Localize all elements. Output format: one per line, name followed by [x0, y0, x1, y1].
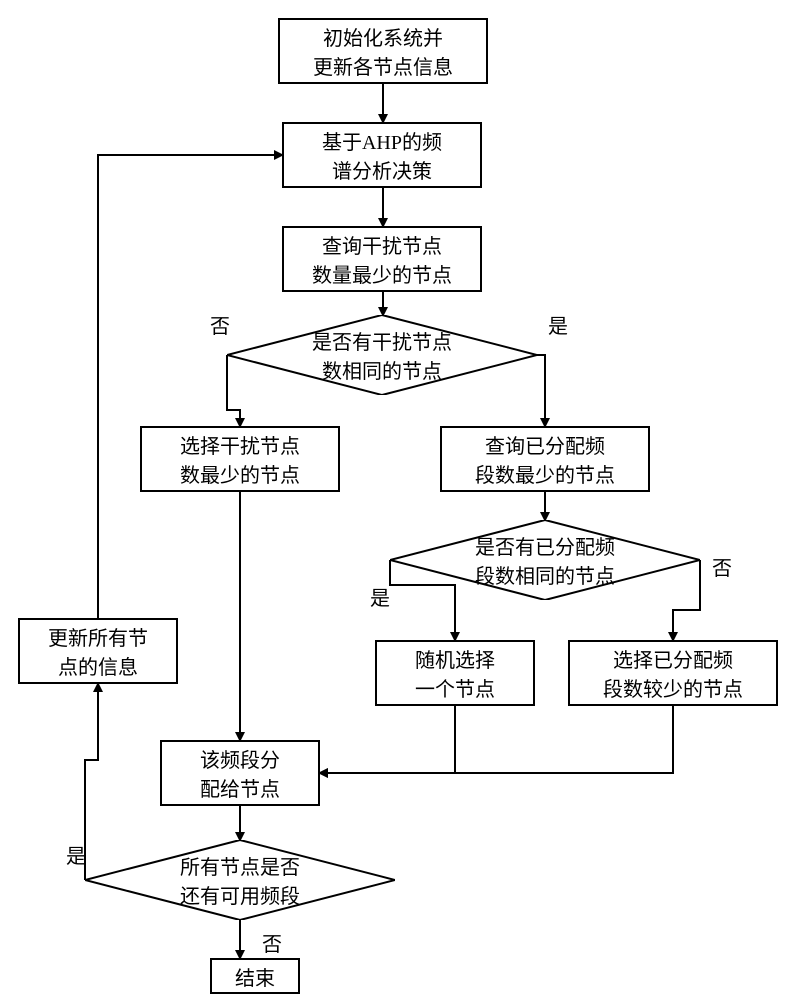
edge-label-text: 否: [712, 558, 732, 580]
edge-label-l_d2_yes: 是: [370, 582, 390, 611]
flow-node-n6: 随机选择一个节点: [375, 640, 535, 706]
decision-text: 所有节点是否还有可用频段: [180, 851, 300, 909]
edge-label-l_d2_no: 否: [712, 552, 732, 581]
edge-label-text: 是: [66, 846, 86, 868]
edge-d1-n5: [537, 355, 545, 426]
node-text: 随机选择一个节点: [415, 644, 495, 702]
flow-node-n9: 更新所有节点的信息: [18, 618, 178, 684]
node-text: 结束: [235, 962, 275, 991]
flow-decision-d3: 所有节点是否还有可用频段: [85, 840, 395, 920]
edge-label-text: 否: [262, 934, 282, 956]
flow-node-n2: 基于AHP的频谱分析决策: [282, 122, 482, 188]
node-text: 更新所有节点的信息: [48, 622, 148, 680]
node-text: 初始化系统并更新各节点信息: [313, 22, 453, 80]
flow-node-n1: 初始化系统并更新各节点信息: [278, 18, 488, 84]
node-text: 查询已分配频段数最少的节点: [475, 430, 615, 488]
edge-label-l_d1_no: 否: [210, 310, 230, 339]
edge-label-text: 否: [210, 316, 230, 338]
flow-node-n10: 结束: [210, 958, 300, 994]
flow-node-n4: 选择干扰节点数最少的节点: [140, 426, 340, 492]
node-text: 基于AHP的频谱分析决策: [322, 126, 442, 184]
flow-node-n5: 查询已分配频段数最少的节点: [440, 426, 650, 492]
edge-n7-n8: [320, 706, 673, 773]
edge-label-l_d3_no: 否: [262, 928, 282, 957]
edge-label-text: 是: [548, 316, 568, 338]
flow-decision-d1: 是否有干扰节点数相同的节点: [227, 315, 537, 395]
flow-node-n8: 该频段分配给节点: [160, 740, 320, 806]
edge-label-text: 是: [370, 588, 390, 610]
edge-n6-n8: [320, 706, 455, 773]
node-text: 选择已分配频段数较少的节点: [603, 644, 743, 702]
flow-decision-d2: 是否有已分配频段数相同的节点: [390, 520, 700, 600]
flow-node-n7: 选择已分配频段数较少的节点: [568, 640, 778, 706]
edge-label-l_d3_yes: 是: [66, 840, 86, 869]
edge-label-l_d1_yes: 是: [548, 310, 568, 339]
decision-text: 是否有已分配频段数相同的节点: [475, 531, 615, 589]
node-text: 查询干扰节点数量最少的节点: [312, 230, 452, 288]
decision-text: 是否有干扰节点数相同的节点: [312, 326, 452, 384]
node-text: 该频段分配给节点: [200, 744, 280, 802]
flow-node-n3: 查询干扰节点数量最少的节点: [282, 226, 482, 292]
node-text: 选择干扰节点数最少的节点: [180, 430, 300, 488]
